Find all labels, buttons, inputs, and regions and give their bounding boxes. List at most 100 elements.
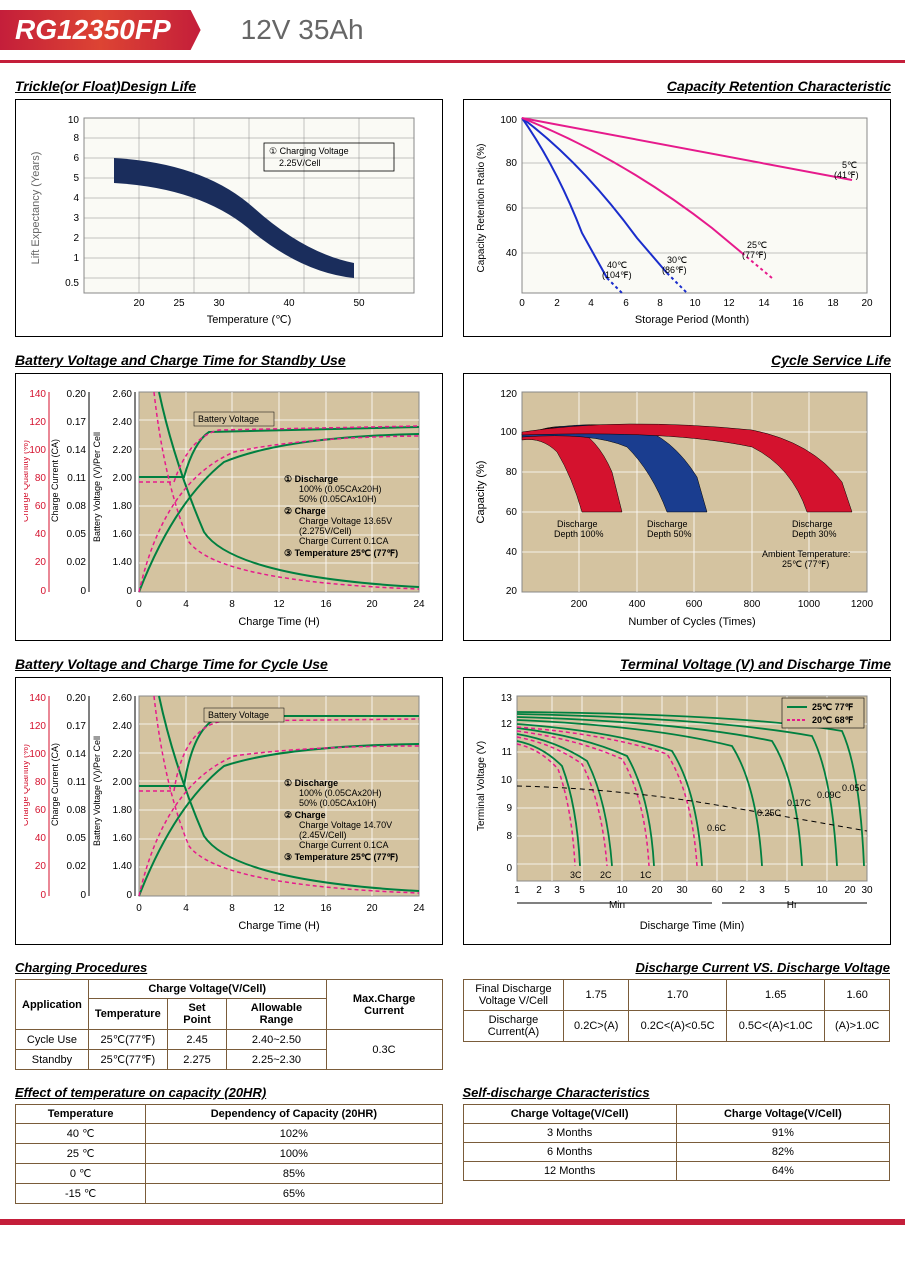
svg-text:20℃ 68℉: 20℃ 68℉ <box>812 715 854 725</box>
svg-text:4: 4 <box>588 298 594 309</box>
svg-text:50% (0.05CAx10H): 50% (0.05CAx10H) <box>299 798 377 808</box>
table1-title: Charging Procedures <box>15 960 443 975</box>
svg-text:0.14: 0.14 <box>67 445 87 456</box>
svg-text:200: 200 <box>571 599 588 610</box>
svg-text:0: 0 <box>80 890 86 901</box>
svg-text:20: 20 <box>651 885 663 896</box>
svg-text:100% (0.05CAx20H): 100% (0.05CAx20H) <box>299 484 382 494</box>
svg-text:25℃ 77℉: 25℃ 77℉ <box>812 702 854 712</box>
svg-text:80: 80 <box>35 777 47 788</box>
chart5-title: Battery Voltage and Charge Time for Cycl… <box>15 656 443 672</box>
svg-text:100: 100 <box>29 749 46 760</box>
svg-text:0.08: 0.08 <box>67 501 87 512</box>
svg-text:0.02: 0.02 <box>67 557 87 568</box>
svg-text:0.5: 0.5 <box>65 278 79 289</box>
svg-text:16: 16 <box>320 599 332 610</box>
svg-text:30: 30 <box>676 885 688 896</box>
svg-text:Charge Time (H): Charge Time (H) <box>238 920 319 932</box>
svg-text:100: 100 <box>29 445 46 456</box>
svg-text:3: 3 <box>73 213 79 224</box>
model-badge: RG12350FP <box>0 10 201 50</box>
svg-text:0.6C: 0.6C <box>707 823 727 833</box>
svg-text:Hr: Hr <box>787 900 798 911</box>
discharge-current-table: Final Discharge Voltage V/Cell1.751.701.… <box>463 979 891 1042</box>
svg-text:140: 140 <box>29 389 46 400</box>
svg-text:50: 50 <box>353 298 365 309</box>
svg-text:1.40: 1.40 <box>113 557 133 568</box>
svg-text:30: 30 <box>861 885 873 896</box>
svg-text:20: 20 <box>35 861 47 872</box>
svg-text:40: 40 <box>35 529 47 540</box>
svg-text:Discharge: Discharge <box>792 519 833 529</box>
svg-text:Min: Min <box>609 900 625 911</box>
svg-text:Depth 100%: Depth 100% <box>554 529 604 539</box>
svg-text:2: 2 <box>73 233 79 244</box>
svg-text:1: 1 <box>514 885 520 896</box>
chart3: Battery Voltage ① Discharge 100% (0.05CA… <box>15 373 443 641</box>
svg-text:1.40: 1.40 <box>113 861 133 872</box>
svg-text:4: 4 <box>73 193 79 204</box>
svg-text:20: 20 <box>366 903 378 914</box>
svg-text:0.17: 0.17 <box>67 417 87 428</box>
svg-text:25℃: 25℃ <box>747 240 767 250</box>
svg-text:0.20: 0.20 <box>67 389 87 400</box>
svg-text:12: 12 <box>723 298 735 309</box>
svg-text:③ Temperature 25℃ (77℉): ③ Temperature 25℃ (77℉) <box>284 852 398 862</box>
svg-text:80: 80 <box>506 467 518 478</box>
svg-text:Discharge: Discharge <box>647 519 688 529</box>
svg-text:1000: 1000 <box>798 599 821 610</box>
svg-text:12: 12 <box>273 599 285 610</box>
svg-text:20: 20 <box>366 599 378 610</box>
svg-text:2.25V/Cell: 2.25V/Cell <box>279 158 321 168</box>
svg-text:12: 12 <box>273 903 285 914</box>
svg-text:5℃: 5℃ <box>842 160 857 170</box>
svg-text:③ Temperature 25℃ (77℉): ③ Temperature 25℃ (77℉) <box>284 548 398 558</box>
svg-text:1200: 1200 <box>851 599 874 610</box>
svg-text:16: 16 <box>320 903 332 914</box>
temperature-capacity-table: TemperatureDependency of Capacity (20HR)… <box>15 1104 443 1204</box>
svg-text:3: 3 <box>759 885 765 896</box>
svg-text:Discharge Time (Min): Discharge Time (Min) <box>640 920 745 932</box>
svg-text:30℃: 30℃ <box>667 255 687 265</box>
svg-text:0.08: 0.08 <box>67 805 87 816</box>
svg-text:120: 120 <box>29 417 46 428</box>
svg-text:40℃: 40℃ <box>607 260 627 270</box>
svg-text:40: 40 <box>35 833 47 844</box>
svg-text:0.09C: 0.09C <box>817 790 842 800</box>
svg-text:② Charge: ② Charge <box>284 506 326 516</box>
svg-text:1.80: 1.80 <box>113 501 133 512</box>
svg-text:② Charge: ② Charge <box>284 810 326 820</box>
svg-text:60: 60 <box>35 805 47 816</box>
svg-text:Battery Voltage: Battery Voltage <box>208 710 269 720</box>
svg-text:Charge Current 0.1CA: Charge Current 0.1CA <box>299 840 389 850</box>
svg-text:120: 120 <box>500 389 517 400</box>
svg-text:2.00: 2.00 <box>113 777 133 788</box>
svg-text:Battery Voltage (V)/Per Cell: Battery Voltage (V)/Per Cell <box>92 432 102 542</box>
svg-text:4: 4 <box>183 599 189 610</box>
svg-text:1C: 1C <box>640 870 652 880</box>
svg-text:2.40: 2.40 <box>113 721 133 732</box>
chart5: Battery Voltage ① Discharge 100% (0.05CA… <box>15 677 443 945</box>
svg-text:3: 3 <box>554 885 560 896</box>
svg-text:20: 20 <box>506 586 518 597</box>
svg-text:2.20: 2.20 <box>113 749 133 760</box>
svg-text:Capacity (%): Capacity (%) <box>475 461 487 524</box>
svg-text:100: 100 <box>500 115 517 126</box>
svg-text:0.17C: 0.17C <box>787 798 812 808</box>
svg-text:Lift Expectancy (Years): Lift Expectancy (Years) <box>30 152 42 265</box>
svg-text:Charge Time (H): Charge Time (H) <box>238 616 319 628</box>
svg-text:10: 10 <box>816 885 828 896</box>
chart4: DischargeDepth 100% DischargeDepth 50% D… <box>463 373 891 641</box>
svg-text:2: 2 <box>739 885 745 896</box>
svg-text:8: 8 <box>229 599 235 610</box>
svg-text:① Discharge: ① Discharge <box>284 474 338 484</box>
svg-text:25℃ (77℉): 25℃ (77℉) <box>782 559 829 569</box>
svg-text:2: 2 <box>536 885 542 896</box>
svg-text:① Charging Voltage: ① Charging Voltage <box>269 146 349 156</box>
svg-text:Ambient Temperature:: Ambient Temperature: <box>762 549 850 559</box>
svg-text:2.60: 2.60 <box>113 693 133 704</box>
chart1-title: Trickle(or Float)Design Life <box>15 78 443 94</box>
header: RG12350FP 12V 35Ah <box>0 10 905 50</box>
svg-text:8: 8 <box>657 298 663 309</box>
svg-text:6: 6 <box>623 298 629 309</box>
